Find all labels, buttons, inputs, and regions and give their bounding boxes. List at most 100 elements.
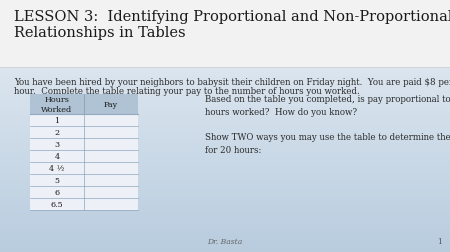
Bar bbox=[0, 141, 450, 142]
Bar bbox=[0, 202, 450, 204]
Bar bbox=[0, 86, 450, 88]
Bar bbox=[0, 0, 450, 1]
Bar bbox=[0, 239, 450, 241]
Bar bbox=[0, 160, 450, 161]
Bar bbox=[30, 94, 138, 115]
Text: 1: 1 bbox=[437, 237, 442, 245]
Bar bbox=[0, 172, 450, 174]
Bar bbox=[0, 54, 450, 55]
Bar bbox=[0, 166, 450, 168]
Bar bbox=[0, 250, 450, 252]
Bar bbox=[0, 0, 450, 68]
Bar bbox=[0, 102, 450, 103]
Bar bbox=[0, 36, 450, 38]
Bar bbox=[30, 150, 138, 162]
Bar bbox=[0, 37, 450, 39]
Bar bbox=[0, 56, 450, 58]
Bar bbox=[0, 120, 450, 122]
Bar bbox=[0, 28, 450, 30]
Bar bbox=[0, 31, 450, 33]
Bar bbox=[0, 93, 450, 94]
Bar bbox=[0, 22, 450, 24]
Bar bbox=[0, 206, 450, 208]
Bar bbox=[0, 163, 450, 165]
Bar bbox=[0, 173, 450, 175]
Bar bbox=[0, 71, 450, 73]
Bar bbox=[30, 162, 138, 174]
Bar bbox=[0, 115, 450, 117]
Bar bbox=[0, 185, 450, 186]
Bar bbox=[0, 51, 450, 53]
Bar bbox=[30, 174, 138, 186]
Bar bbox=[0, 18, 450, 20]
Bar bbox=[0, 236, 450, 238]
Bar bbox=[0, 243, 450, 244]
Bar bbox=[0, 6, 450, 8]
Text: LESSON 3:  Identifying Proportional and Non-Proportional: LESSON 3: Identifying Proportional and N… bbox=[14, 10, 450, 24]
Text: 2: 2 bbox=[54, 129, 59, 137]
Bar bbox=[0, 147, 450, 149]
Bar bbox=[0, 11, 450, 13]
Bar bbox=[0, 207, 450, 209]
Bar bbox=[0, 50, 450, 52]
Bar bbox=[0, 197, 450, 199]
Bar bbox=[0, 78, 450, 79]
Bar bbox=[0, 23, 450, 25]
Bar bbox=[0, 187, 450, 189]
Bar bbox=[0, 131, 450, 132]
Bar bbox=[0, 176, 450, 178]
Bar bbox=[0, 226, 450, 228]
Bar bbox=[0, 47, 450, 49]
Bar bbox=[0, 235, 450, 237]
Bar bbox=[0, 171, 450, 173]
Bar bbox=[0, 57, 450, 59]
Bar bbox=[0, 199, 450, 200]
Bar bbox=[0, 68, 450, 69]
Bar bbox=[0, 3, 450, 5]
Bar bbox=[0, 26, 450, 28]
Bar bbox=[0, 241, 450, 243]
Bar bbox=[0, 17, 450, 19]
Bar bbox=[0, 192, 450, 194]
Text: 3: 3 bbox=[54, 140, 59, 148]
Bar bbox=[0, 144, 450, 146]
Bar bbox=[0, 39, 450, 40]
Bar bbox=[0, 124, 450, 126]
Bar bbox=[0, 188, 450, 190]
Bar bbox=[0, 15, 450, 16]
Bar bbox=[0, 85, 450, 87]
Bar bbox=[0, 76, 450, 78]
Bar bbox=[0, 10, 450, 11]
Bar bbox=[0, 180, 450, 181]
Bar bbox=[0, 230, 450, 232]
Bar bbox=[0, 229, 450, 231]
Text: 4 ½: 4 ½ bbox=[50, 164, 65, 172]
Bar bbox=[0, 70, 450, 72]
Bar bbox=[0, 5, 450, 6]
Text: 5: 5 bbox=[54, 176, 59, 184]
Bar bbox=[30, 138, 138, 150]
Bar bbox=[0, 84, 450, 86]
Bar bbox=[0, 79, 450, 81]
Bar bbox=[0, 1, 450, 3]
Text: 6.5: 6.5 bbox=[51, 200, 63, 208]
Bar bbox=[0, 214, 450, 215]
Bar bbox=[0, 119, 450, 121]
Bar bbox=[0, 136, 450, 137]
Bar bbox=[0, 52, 450, 54]
Bar bbox=[0, 149, 450, 151]
Bar bbox=[30, 115, 138, 127]
Bar bbox=[0, 108, 450, 110]
Bar bbox=[30, 198, 138, 210]
Bar bbox=[0, 137, 450, 139]
Bar bbox=[0, 138, 450, 140]
Bar bbox=[0, 8, 450, 10]
Bar bbox=[0, 205, 450, 207]
Bar bbox=[0, 233, 450, 234]
Bar bbox=[0, 183, 450, 185]
Bar bbox=[0, 104, 450, 106]
Bar bbox=[0, 181, 450, 183]
Bar bbox=[0, 75, 450, 77]
Bar bbox=[0, 175, 450, 176]
Bar bbox=[0, 249, 450, 251]
